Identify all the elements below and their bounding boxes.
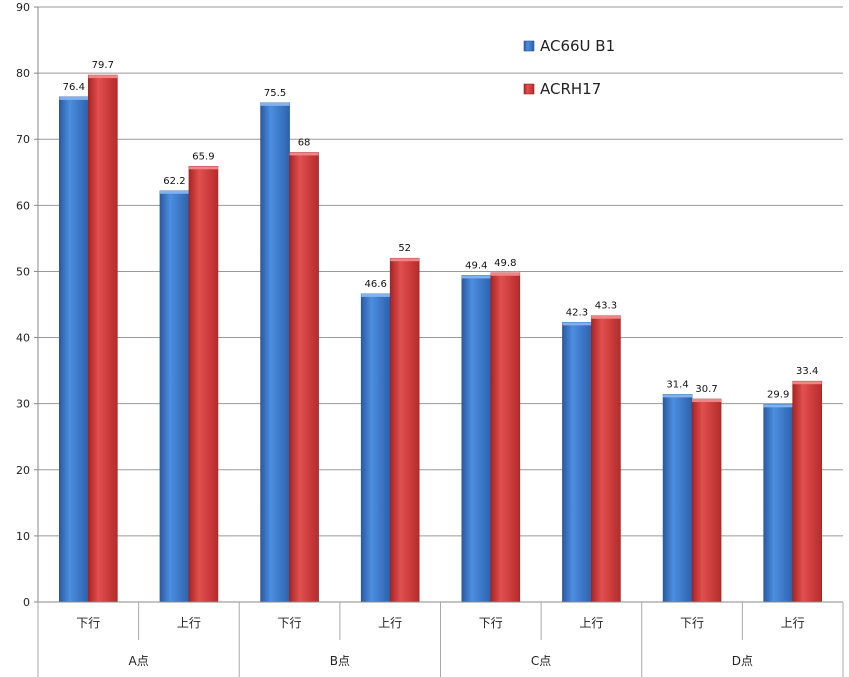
- bar: [289, 152, 319, 603]
- data-label: 75.5: [264, 88, 286, 99]
- gridlines: [38, 6, 843, 603]
- category-label: 下行: [680, 616, 704, 630]
- y-tick-label: 30: [16, 398, 30, 411]
- category-label: 下行: [479, 616, 503, 630]
- y-tick-label: 0: [23, 596, 30, 609]
- data-label: 46.6: [365, 279, 387, 290]
- y-tick-label: 20: [16, 464, 30, 477]
- legend: AC66U B1 ACRH17: [523, 37, 615, 98]
- category-label: 上行: [177, 616, 201, 630]
- group-label: C点: [531, 654, 551, 668]
- category-label: 上行: [579, 616, 603, 630]
- data-label: 31.4: [666, 379, 688, 390]
- bar-top: [591, 315, 621, 319]
- bar: [389, 257, 420, 603]
- bar-top: [663, 394, 693, 398]
- bar-top: [260, 102, 290, 106]
- data-label: 68: [298, 137, 311, 148]
- bar: [159, 190, 190, 603]
- bar: [691, 398, 722, 603]
- bar-top: [763, 404, 793, 408]
- legend-label: AC66U B1: [540, 37, 615, 55]
- bar-top: [792, 381, 822, 385]
- y-tick-label: 60: [16, 199, 30, 212]
- data-label: 79.7: [92, 60, 114, 71]
- bar-top: [461, 275, 491, 279]
- bar: [461, 275, 492, 603]
- bar: [562, 322, 592, 603]
- bar-top: [562, 322, 592, 326]
- bar-top: [59, 96, 89, 100]
- data-label: 43.3: [595, 301, 617, 312]
- bar-top: [490, 272, 520, 276]
- data-label: 62.2: [163, 176, 185, 187]
- category-label: 下行: [76, 616, 100, 630]
- category-label: 下行: [278, 616, 302, 630]
- bar: [188, 166, 219, 603]
- data-label: 76.4: [63, 82, 85, 93]
- data-label: 65.9: [192, 151, 214, 162]
- bar-top: [361, 293, 391, 297]
- bar-top: [692, 399, 722, 403]
- group-label: B点: [330, 654, 350, 668]
- y-axis-ticks: 0 10 20 30 40 50 60 70 80 90: [16, 1, 39, 609]
- bar-top: [188, 166, 218, 170]
- bar: [792, 380, 822, 603]
- data-label: 29.9: [767, 389, 789, 400]
- bar: [59, 96, 89, 603]
- legend-label: ACRH17: [540, 80, 601, 98]
- bar: [360, 293, 391, 603]
- group-label: A点: [129, 654, 149, 668]
- bar: [88, 74, 118, 603]
- data-label: 49.4: [465, 260, 487, 271]
- y-tick-label: 50: [16, 265, 30, 278]
- data-label: 49.8: [494, 258, 516, 269]
- bar-top: [390, 258, 420, 262]
- data-label: 52: [398, 243, 411, 254]
- category-label: 上行: [781, 616, 805, 630]
- y-tick-label: 70: [16, 133, 30, 146]
- data-label: 33.4: [796, 366, 818, 377]
- bar-top: [289, 152, 319, 156]
- legend-swatch: [523, 83, 535, 95]
- y-tick-label: 40: [16, 332, 30, 345]
- group-label: D点: [732, 654, 753, 668]
- legend-swatch: [523, 40, 535, 52]
- y-tick-label: 80: [16, 67, 30, 80]
- bars: [59, 74, 822, 603]
- bar: [662, 394, 693, 603]
- y-tick-label: 90: [16, 1, 30, 14]
- bar: [260, 102, 290, 603]
- data-labels: 76.4 62.2 75.5 46.6 49.4 42.3 31.4 29.9 79.7 65.9…: [63, 60, 819, 400]
- bar: [490, 272, 521, 603]
- bar: [591, 315, 621, 603]
- y-tick-label: 10: [16, 530, 30, 543]
- category-axis: 下行 上行 下行 上行 下行 上行 下行 上行 A点 B点 C点 D点: [37, 601, 844, 677]
- data-label: 30.7: [695, 384, 717, 395]
- bar: [763, 404, 793, 603]
- bar-top: [159, 190, 189, 194]
- category-label: 上行: [378, 616, 402, 630]
- data-label: 42.3: [566, 307, 588, 318]
- bar-top: [88, 75, 118, 79]
